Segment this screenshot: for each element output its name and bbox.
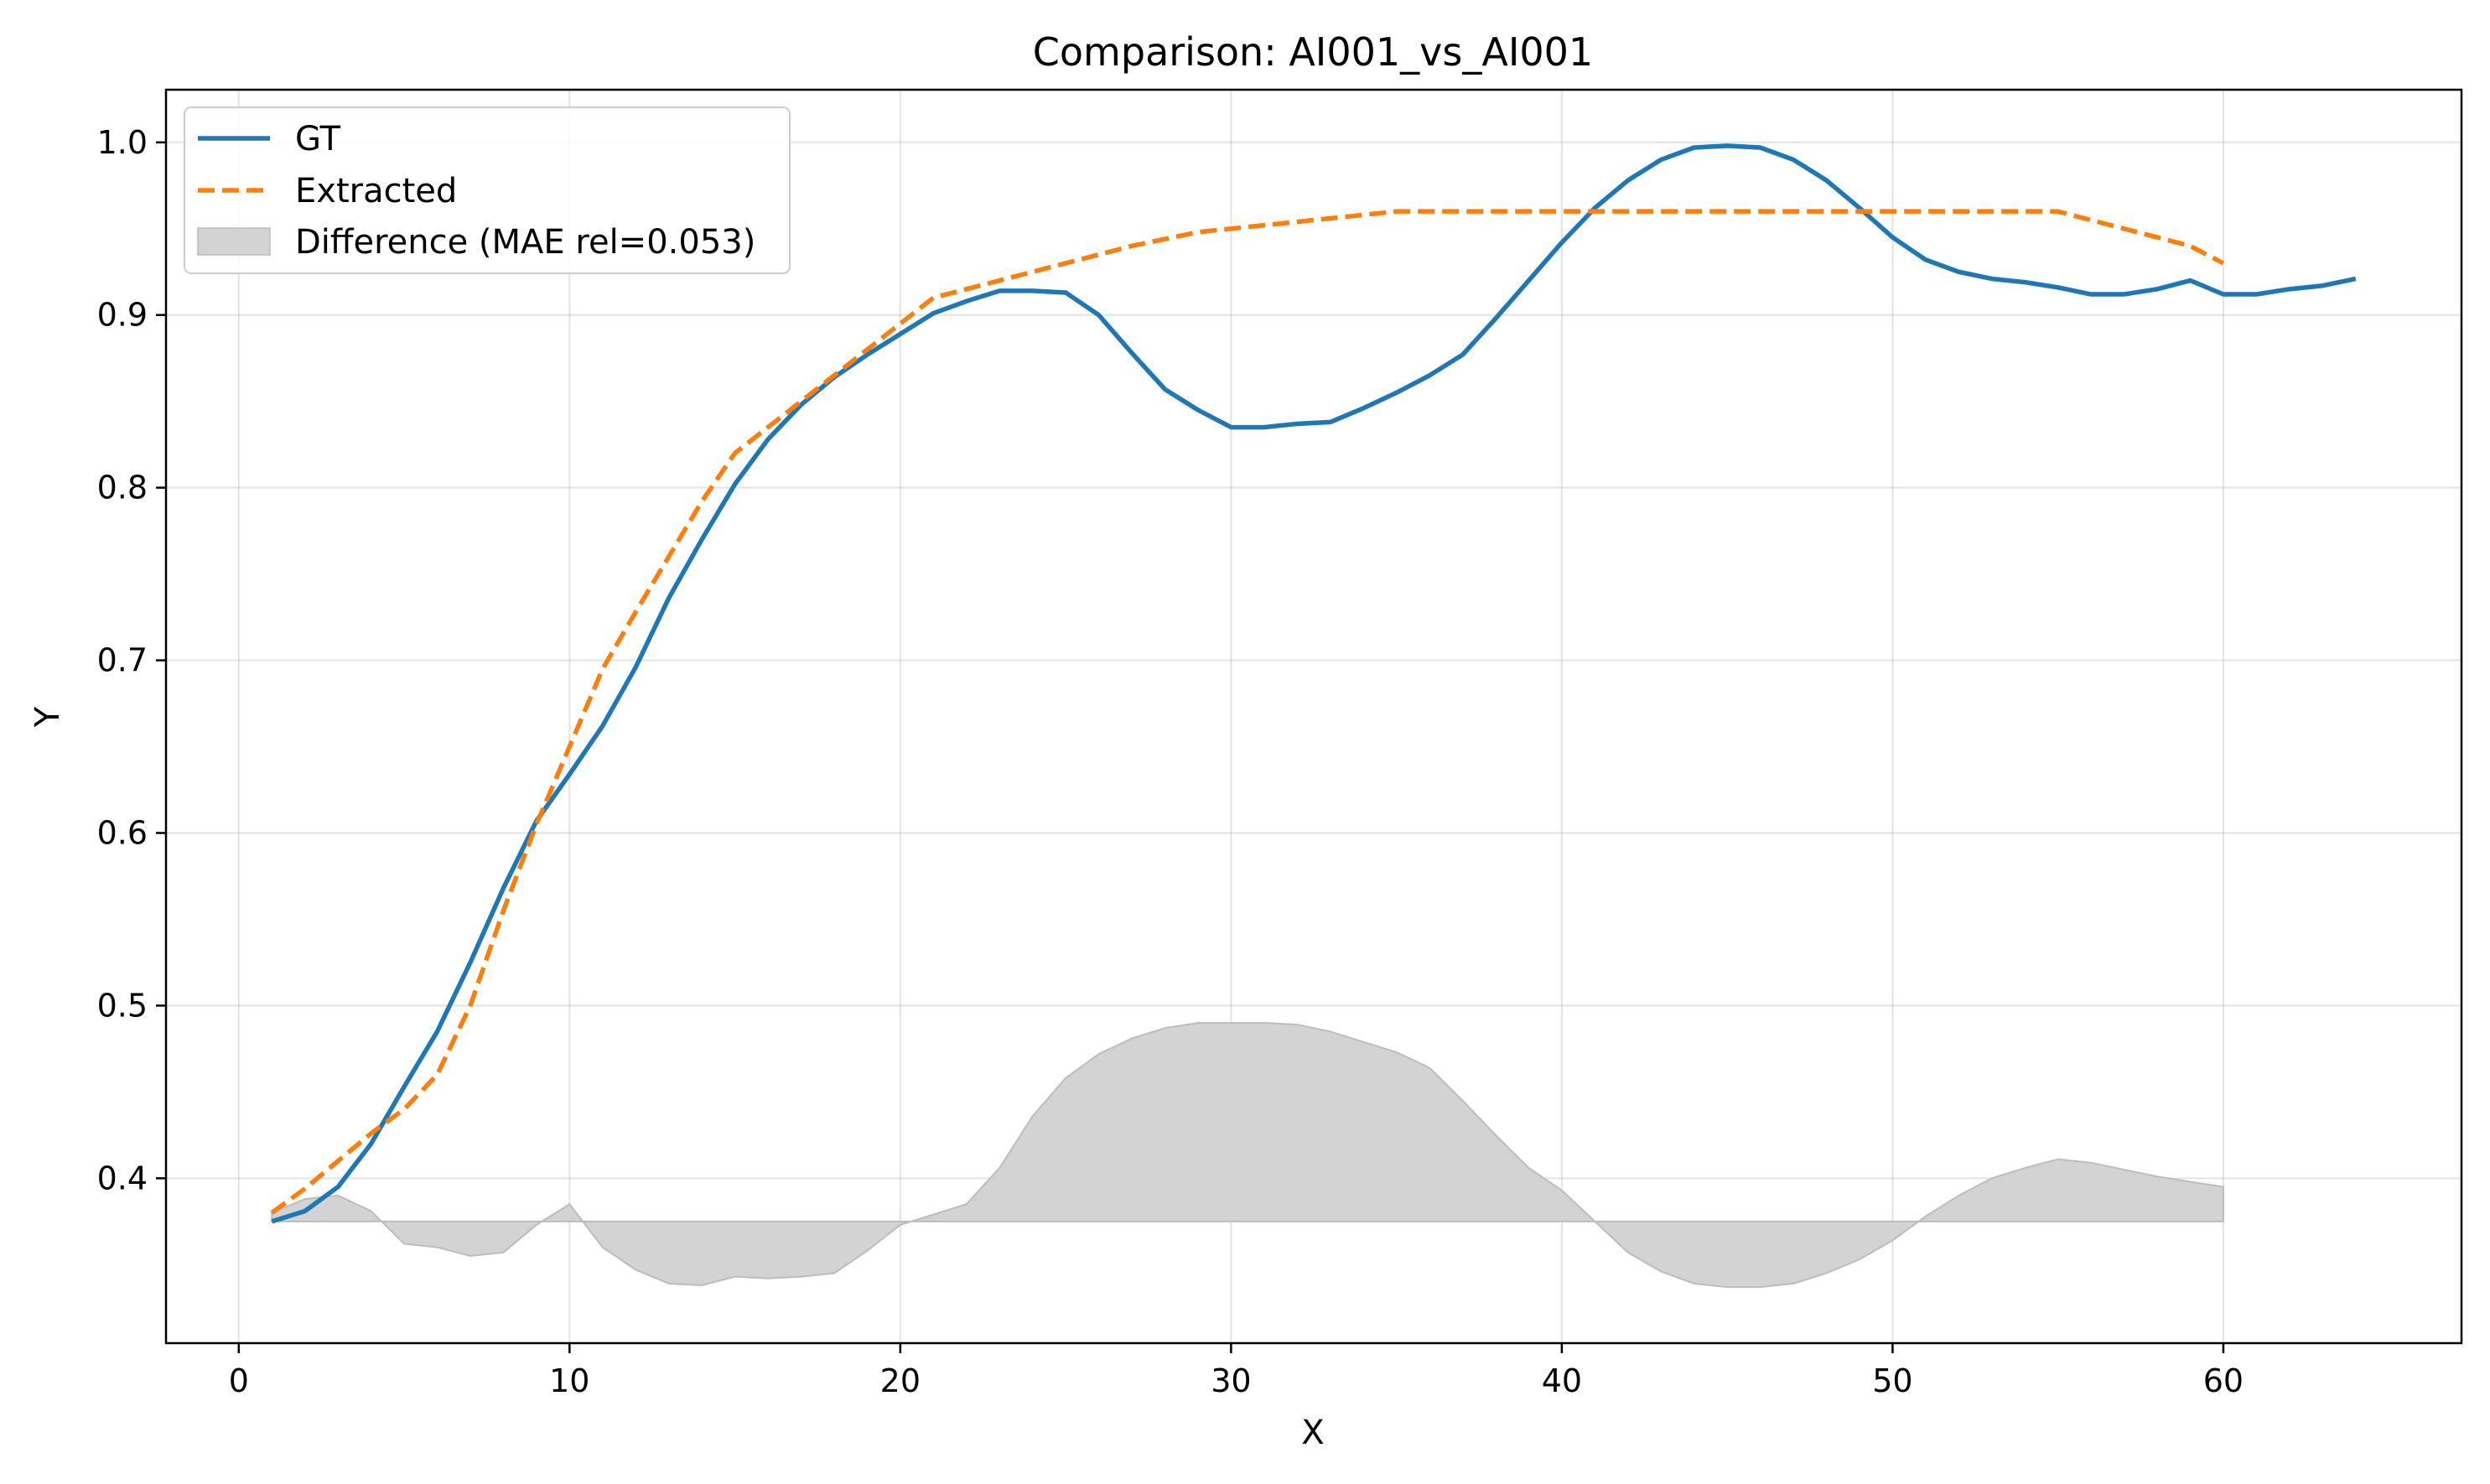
y-tick-label: 0.9 xyxy=(97,297,148,334)
y-axis-label: Y xyxy=(29,706,67,728)
legend-difference-swatch xyxy=(197,227,271,256)
x-tick-label: 20 xyxy=(880,1362,921,1399)
legend-gt-label: GT xyxy=(295,120,341,158)
y-tick-label: 1.0 xyxy=(97,124,148,161)
extracted-line xyxy=(270,209,2225,1215)
legend-extracted-label: Extracted xyxy=(295,172,457,210)
x-tick-label: 60 xyxy=(2203,1362,2244,1399)
gt-line xyxy=(271,143,2357,1224)
plot-area-frame xyxy=(164,88,2463,1345)
legend-difference-label: Difference (MAE rel=0.053) xyxy=(295,223,755,262)
legend-box xyxy=(184,106,791,274)
chart-title: Comparison: AI001_vs_AI001 xyxy=(1033,29,1593,75)
x-tick-label: 10 xyxy=(549,1362,589,1399)
y-tick-label: 0.7 xyxy=(97,642,148,679)
y-tick-label: 0.5 xyxy=(97,987,148,1024)
x-tick-label: 30 xyxy=(1211,1362,1251,1399)
x-tick-label: 50 xyxy=(1872,1362,1912,1399)
x-axis-ticks: 0 10 20 30 40 50 60 xyxy=(229,1343,2244,1399)
x-axis-label: X xyxy=(1301,1414,1324,1452)
y-tick-label: 0.8 xyxy=(97,470,148,506)
series-lines-layer xyxy=(270,143,2357,1224)
grid-lines xyxy=(166,90,2461,1343)
difference-area xyxy=(271,1022,2224,1289)
x-tick-label: 0 xyxy=(229,1362,249,1399)
y-axis-ticks: 0.4 0.5 0.6 0.7 0.8 0.9 1.0 xyxy=(97,124,166,1196)
y-tick-label: 0.4 xyxy=(97,1160,148,1196)
x-tick-label: 40 xyxy=(1542,1362,1582,1399)
legend: GT Extracted Difference (MAE rel=0.053) xyxy=(184,106,791,274)
y-tick-label: 0.6 xyxy=(97,814,148,851)
difference-fill-layer xyxy=(271,1022,2224,1289)
